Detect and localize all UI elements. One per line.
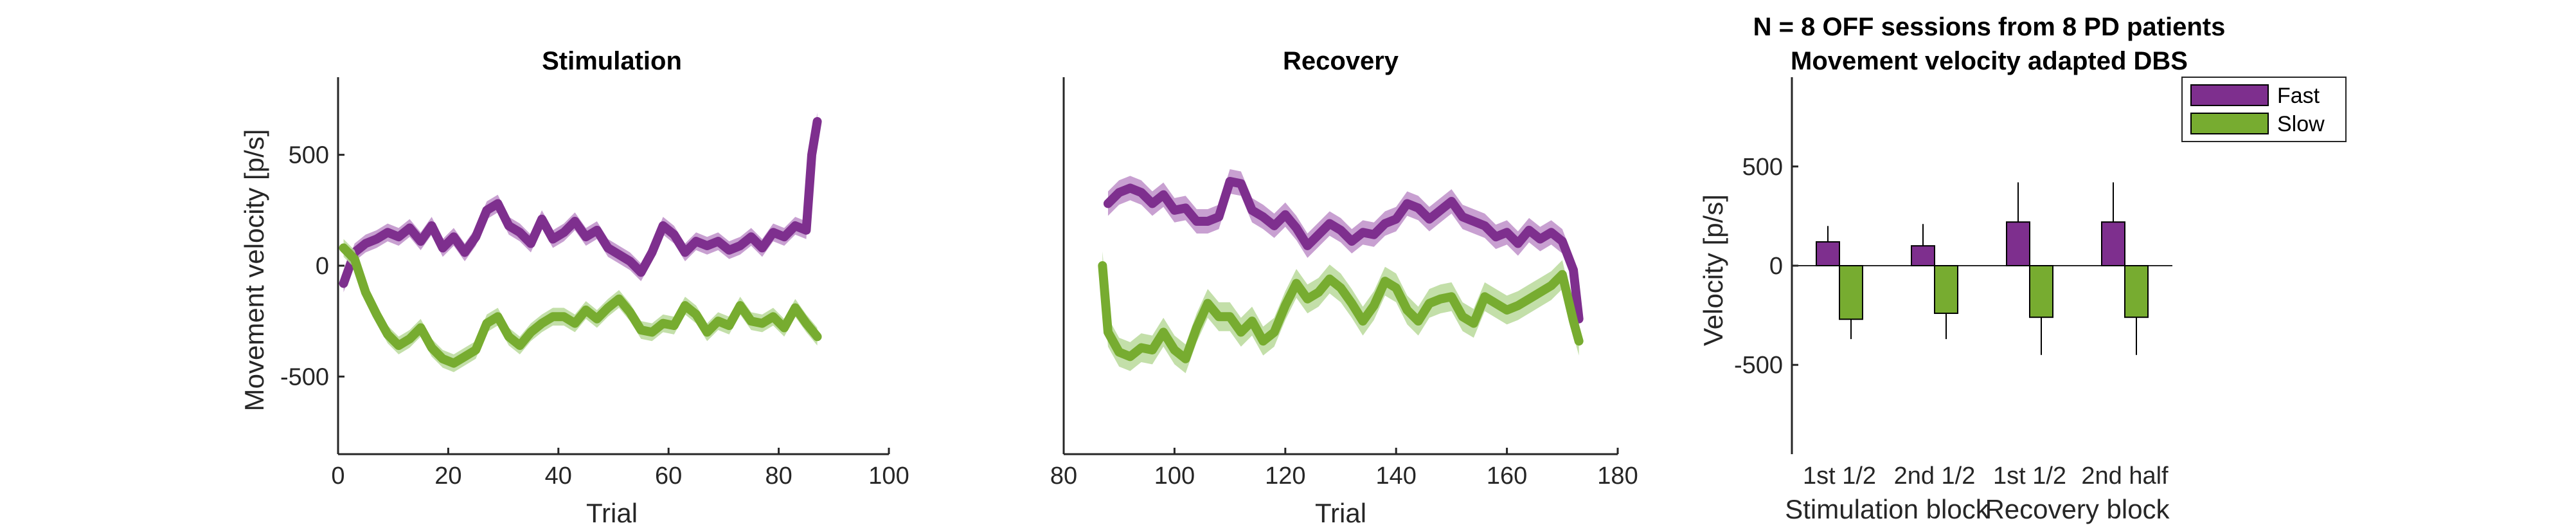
x-tick-label: 140	[1375, 463, 1416, 490]
x-tick-label: 100	[1154, 463, 1195, 490]
bar-group-label: Recovery block	[1985, 494, 2170, 524]
x-tick-label: 100	[868, 463, 909, 490]
y-tick-label: 0	[316, 253, 329, 280]
bar-title: N = 8 OFF sessions from 8 PD patients	[1753, 13, 2226, 41]
x-tick-label: 80	[1050, 463, 1077, 490]
bar-category-label: 1st 1/2	[1993, 463, 2066, 490]
legend-swatch-fast	[2190, 84, 2269, 106]
fast-series-line	[339, 116, 822, 288]
bar-y-tick-label: 0	[1769, 253, 1783, 280]
x-tick-label: 20	[434, 463, 461, 490]
x-tick-label: 180	[1597, 463, 1638, 490]
bar-subtitle: Movement velocity adapted DBS	[1791, 47, 2188, 75]
slow-error-band	[1102, 251, 1579, 374]
fast-error-band	[343, 113, 818, 293]
slow-series-line	[1098, 261, 1584, 363]
bar-group-label: Stimulation block	[1785, 494, 1989, 524]
bar-category-label: 1st 1/2	[1803, 463, 1876, 490]
legend-label-slow: Slow	[2277, 112, 2325, 136]
stimulation-panel: Stimulation Trial Movement velocity [p/s…	[239, 47, 909, 528]
stimulation-xlabel: Trial	[586, 498, 638, 528]
x-tick-label: 40	[545, 463, 572, 490]
recovery-xlabel: Trial	[1315, 498, 1366, 528]
slow-bar	[1839, 265, 1863, 320]
x-tick-label: 120	[1265, 463, 1305, 490]
x-tick-label: 0	[331, 463, 344, 490]
slow-series-line	[339, 243, 822, 368]
bar-category-label: 2nd 1/2	[1894, 463, 1976, 490]
recovery-panel: Recovery Trial 80 100 120 140 160 180	[1050, 47, 1638, 528]
fast-series-line	[1103, 177, 1584, 324]
slow-bar	[2124, 265, 2149, 318]
fast-bar	[2006, 221, 2030, 266]
recovery-title: Recovery	[1283, 47, 1399, 75]
slow-error-band	[343, 239, 818, 372]
stimulation-title: Stimulation	[542, 47, 682, 75]
bar-y-tick-label: -500	[1734, 352, 1783, 379]
legend: Fast Slow	[2181, 77, 2347, 142]
x-tick-label: 60	[655, 463, 682, 490]
fast-bar	[1816, 241, 1840, 266]
fast-bar	[1911, 245, 1935, 267]
slow-bar	[1934, 265, 1958, 315]
y-tick-label: -500	[280, 363, 329, 390]
stimulation-ylabel: Movement velocity [p/s]	[239, 129, 269, 412]
y-tick-label: 500	[289, 142, 329, 169]
x-tick-label: 160	[1487, 463, 1527, 490]
fast-bar	[2101, 221, 2125, 266]
x-tick-label: 80	[765, 463, 792, 490]
bar-category-label: 2nd half	[2081, 463, 2169, 490]
slow-bar	[2029, 265, 2053, 318]
bar-y-tick-label: 500	[1742, 154, 1783, 181]
bar-ylabel: Velocity [p/s]	[1698, 194, 1728, 346]
bar-panel: N = 8 OFF sessions from 8 PD patients Mo…	[1698, 13, 2347, 524]
legend-label-fast: Fast	[2277, 84, 2320, 108]
legend-swatch-slow	[2190, 113, 2269, 134]
